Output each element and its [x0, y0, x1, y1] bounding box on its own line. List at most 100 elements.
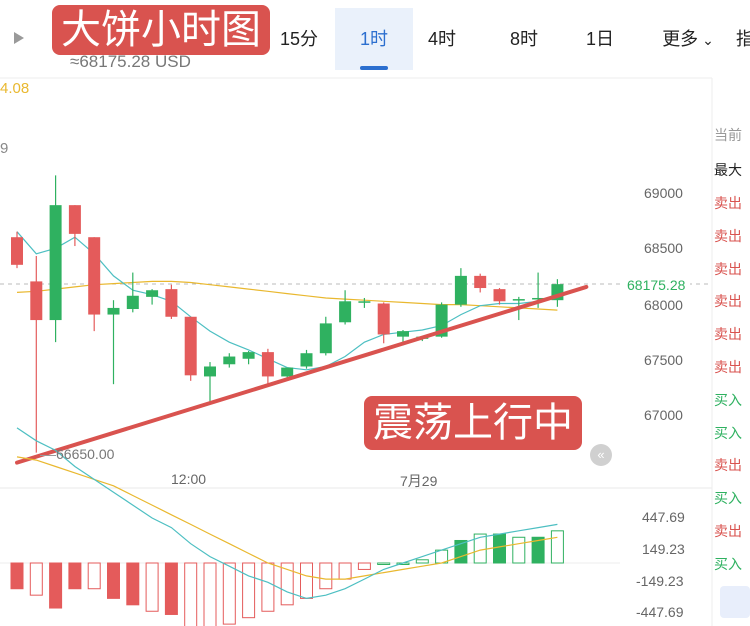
candle-body — [49, 205, 62, 321]
trade-side: 买入 — [714, 490, 742, 507]
side-panel-header: 当前 — [714, 127, 742, 143]
macd-bar — [87, 562, 101, 590]
price-usd: ≈68175.28 USD — [70, 52, 191, 71]
candle-body — [454, 275, 467, 305]
macd-bar — [415, 559, 429, 564]
macd-bar — [357, 562, 371, 570]
tab-label: 更多 — [662, 29, 699, 49]
tab-指[interactable]: 指 — [730, 8, 750, 70]
macd-bar — [222, 562, 236, 625]
low-marker-value: 66650.00 — [56, 446, 115, 462]
candle-body — [146, 290, 159, 297]
macd-bar — [300, 562, 313, 599]
ma2-value-label: 9 — [0, 140, 9, 157]
tab-15分[interactable]: 15分 — [270, 8, 328, 70]
side-panel-subheader: 最大 — [714, 162, 742, 178]
macd-dif-line — [16, 427, 558, 600]
trade-side: 卖出 — [714, 195, 742, 211]
macd-bar — [319, 562, 333, 590]
trade-side: 卖出 — [714, 457, 742, 474]
current-price-tag: 68175.28 — [622, 275, 691, 295]
macd-bar — [10, 562, 24, 590]
y-axis-label: 67000 — [644, 407, 683, 423]
collapse-icon[interactable]: « — [590, 444, 612, 466]
tab-4时[interactable]: 4时 — [410, 8, 474, 70]
candle-body — [339, 301, 352, 323]
macd-bar — [145, 562, 159, 612]
candle-body — [261, 352, 274, 377]
tab-label: 4时 — [427, 29, 456, 49]
candle-body — [397, 331, 409, 337]
trade-side: 卖出 — [714, 359, 742, 375]
chevron-down-icon: ⌄ — [698, 32, 714, 48]
macd-label: -149.23 — [636, 573, 684, 589]
tab-1日[interactable]: 1日 — [570, 8, 630, 70]
macd-bar — [531, 536, 545, 564]
macd-bar — [164, 562, 178, 615]
macd-bar — [203, 562, 217, 626]
macd-bar — [242, 562, 256, 619]
y-axis-label: 69000 — [644, 185, 683, 201]
active-tab-indicator — [360, 66, 388, 70]
trend-line — [15, 284, 589, 465]
low-price-marker: 66650.00 — [40, 446, 114, 462]
candle-body — [165, 289, 178, 317]
candle-body — [204, 366, 216, 377]
macd-label: 149.23 — [642, 541, 685, 557]
macd-bar — [184, 562, 198, 626]
trade-side: 买入 — [714, 424, 742, 441]
trade-side: 买入 — [714, 391, 742, 408]
candle-body — [281, 367, 294, 377]
macd-bar — [338, 562, 352, 580]
y-axis-label: 67500 — [644, 352, 683, 368]
trade-side: 卖出 — [714, 326, 742, 343]
trade-side: 卖出 — [714, 227, 742, 244]
trade-side: 买入 — [714, 555, 742, 572]
tab-label: 1日 — [585, 29, 614, 49]
ma-slow-line — [16, 280, 558, 311]
macd-bar — [377, 562, 391, 565]
candle-body — [300, 353, 313, 367]
candle-body — [242, 352, 255, 359]
macd-dea-line — [16, 456, 558, 580]
tab-label: 1时 — [359, 29, 388, 49]
play-icon[interactable] — [14, 32, 24, 44]
x-axis-label: 12:00 — [171, 471, 207, 487]
macd-bar — [550, 530, 564, 564]
side-panel-button[interactable] — [720, 586, 750, 618]
ma-value-label: 4.08 — [0, 80, 30, 97]
tab-8时[interactable]: 8时 — [492, 8, 556, 70]
candle-body — [88, 237, 101, 315]
candle-body — [493, 289, 506, 302]
tab-1时[interactable]: 1时 — [335, 8, 413, 70]
macd-bar — [126, 562, 140, 606]
candle-body — [30, 281, 43, 321]
candle-body — [184, 316, 197, 376]
y-axis-label: 68500 — [644, 240, 683, 256]
macd-bar — [512, 536, 526, 564]
candle-body — [532, 297, 545, 300]
macd-bar — [107, 562, 120, 599]
y-axis-label: 68000 — [644, 297, 683, 313]
candle-body — [11, 237, 23, 265]
macd-label: 447.69 — [642, 509, 685, 525]
candle-body — [223, 356, 236, 365]
trade-side: 卖出 — [714, 523, 742, 539]
macd-bar — [493, 533, 506, 564]
candle-body — [358, 301, 371, 303]
trend-banner: 震荡上行中 — [364, 396, 582, 450]
x-axis-label: 7月29 — [400, 473, 438, 489]
macd-bar — [49, 562, 63, 609]
tab-label: 指 — [736, 29, 750, 49]
tab-label: 15分 — [279, 29, 319, 49]
macd-bar — [68, 562, 82, 590]
tab-label: 8时 — [509, 29, 538, 49]
trade-side: 卖出 — [714, 260, 742, 277]
tab-更多[interactable]: 更多 ⌄ — [648, 8, 728, 70]
candle-body — [126, 295, 139, 310]
candle-body — [512, 299, 525, 301]
macd-bar — [29, 562, 43, 596]
candle-body — [107, 307, 120, 315]
low-marker-line — [40, 454, 56, 456]
